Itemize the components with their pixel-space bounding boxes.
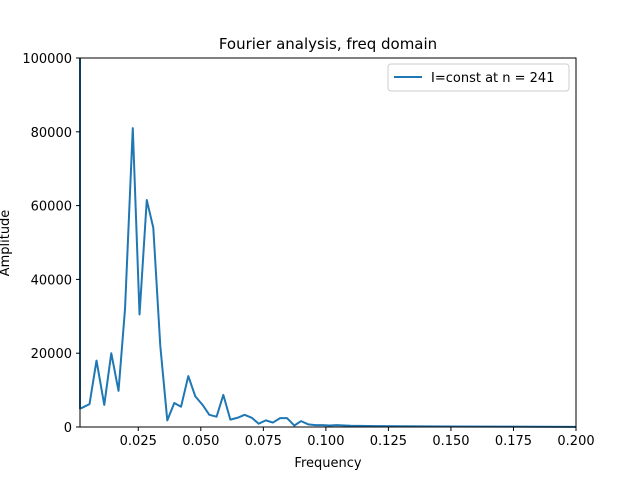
x-tick-label: 0.050 <box>182 434 219 449</box>
x-tick-label: 0.100 <box>307 434 344 449</box>
y-tick-label: 20000 <box>31 347 72 362</box>
legend: I=const at n = 241 <box>387 63 570 92</box>
y-tick-label: 40000 <box>31 273 72 288</box>
x-tick-label: 0.200 <box>557 434 594 449</box>
x-axis-label: Frequency <box>294 456 361 471</box>
y-tick-label: 100000 <box>22 52 72 67</box>
x-tick-label: 0.175 <box>495 434 532 449</box>
x-tick-label: 0.125 <box>370 434 407 449</box>
y-tick-label: 80000 <box>31 126 72 141</box>
legend-box <box>387 63 570 92</box>
chart-title: Fourier analysis, freq domain <box>219 35 437 53</box>
y-axis-label: Amplitude <box>0 210 13 277</box>
x-tick-label: 0.075 <box>245 434 282 449</box>
legend-entry: I=const at n = 241 <box>431 71 554 86</box>
y-axis-ticks: 0 20000 40000 60000 80000 100000 <box>22 52 80 436</box>
axes-frame <box>79 57 577 428</box>
x-tick-label: 0.150 <box>432 434 469 449</box>
series-line-0 <box>79 58 577 428</box>
y-tick-label: 0 <box>64 421 72 436</box>
x-tick-label: 0.025 <box>120 434 157 449</box>
y-tick-label: 60000 <box>31 200 72 215</box>
x-axis-ticks: 0.025 0.050 0.075 0.100 0.125 0.150 0.175 0.200 <box>120 427 595 449</box>
plot-lines <box>79 58 577 428</box>
